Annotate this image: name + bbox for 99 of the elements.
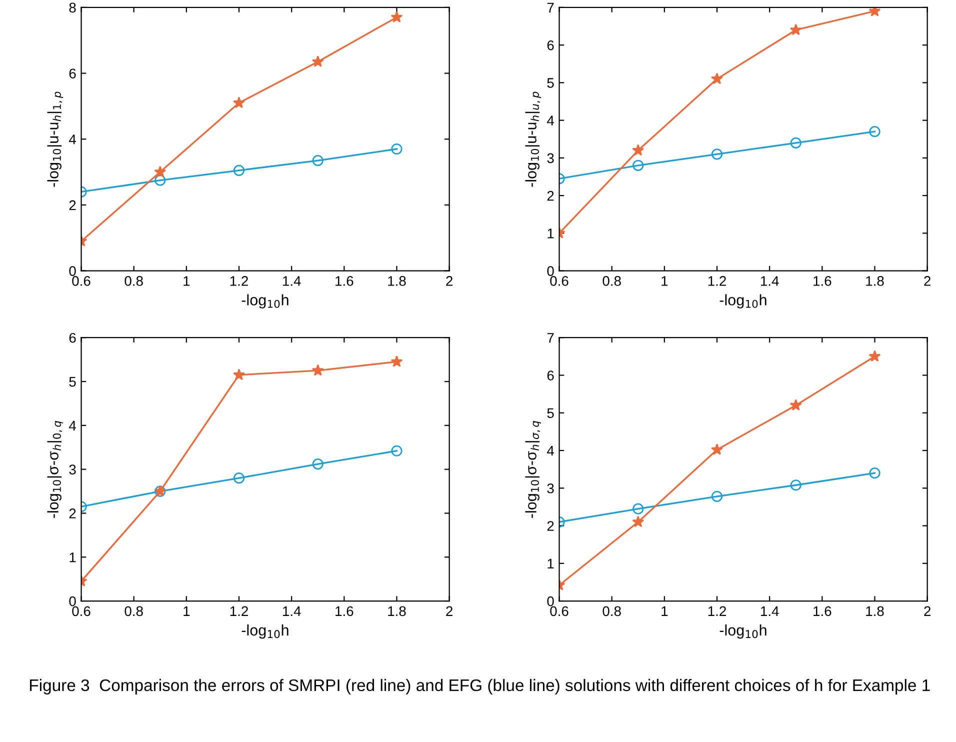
x-tick-label: 2 xyxy=(924,276,930,286)
y-tick-label: 4 xyxy=(68,134,76,144)
y-tick-label: 0 xyxy=(547,266,554,276)
y-tick-label: 5 xyxy=(547,408,554,418)
y-tick-label: 2 xyxy=(69,508,76,518)
x-axis-title: -log$_{10}$h xyxy=(720,624,766,639)
x-tick-label: 0.8 xyxy=(602,276,621,286)
point xyxy=(312,56,324,67)
x-tick-label: 1.2 xyxy=(708,606,726,616)
y-tick-label: 6 xyxy=(547,40,554,50)
y-tick-label: 5 xyxy=(547,78,554,88)
x-tick-label: 1.6 xyxy=(336,276,354,286)
point xyxy=(233,472,245,484)
x-tick-label: 1 xyxy=(184,276,190,286)
y-tick-label: 1 xyxy=(548,228,554,238)
y-tick-label: 4 xyxy=(68,420,76,430)
x-tick-label: 1 xyxy=(662,606,668,616)
y-tick-label: 4 xyxy=(546,446,554,456)
x-axis-title: -log$_{10}$h xyxy=(242,294,288,308)
x-tick-label: 0.6 xyxy=(72,276,90,286)
point xyxy=(790,399,802,411)
point xyxy=(390,11,403,22)
point xyxy=(869,468,880,479)
x-tick-label: 1 xyxy=(184,606,190,616)
x-tick-label: 0.6 xyxy=(550,276,568,286)
x-tick-label: 1.2 xyxy=(708,276,726,286)
x-tick-label: 1.6 xyxy=(814,276,832,286)
y-axis-title: -log$_{10}$|u-u$_{h}$|$_{u,p}$ xyxy=(525,92,542,187)
point xyxy=(390,356,403,367)
point xyxy=(233,164,245,176)
point xyxy=(711,72,723,84)
y-tick-label: 6 xyxy=(69,332,76,343)
point xyxy=(391,143,402,155)
y-tick-label: 2 xyxy=(547,190,554,201)
y-tick-label: 3 xyxy=(547,153,554,164)
x-tick-label: 1.8 xyxy=(866,276,884,286)
y-tick-label: 5 xyxy=(69,376,76,387)
x-tick-label: 0.8 xyxy=(602,606,621,616)
point xyxy=(632,503,644,514)
point xyxy=(868,350,881,362)
x-tick-label: 2 xyxy=(446,606,452,616)
x-tick-label: 1.4 xyxy=(760,606,779,616)
x-tick-label: 1.6 xyxy=(814,606,832,616)
point xyxy=(154,174,166,186)
x-axis-title: -log$_{10}$h xyxy=(242,624,288,639)
x-tick-label: 2 xyxy=(446,276,452,286)
point xyxy=(790,24,802,36)
x-tick-label: 1.8 xyxy=(388,276,406,286)
point xyxy=(790,480,802,491)
y-axis-title: -log$_{10}$|u-u$_{h}$|$_{1,p}$ xyxy=(47,92,64,187)
y-tick-label: 7 xyxy=(547,2,554,12)
y-tick-label: 1 xyxy=(70,552,76,562)
point xyxy=(312,364,324,376)
point xyxy=(790,137,802,148)
y-axis-title: -log$_{10}$|σ-σ$_{h}$|$_{σ,q}$ xyxy=(525,420,542,518)
x-tick-label: 0.6 xyxy=(550,606,568,616)
point xyxy=(391,445,402,456)
x-tick-label: 1.2 xyxy=(230,276,248,286)
point xyxy=(632,160,644,172)
y-axis-title: -log$_{10}$|σ-σ$_{h}$|$_{0,q}$ xyxy=(47,420,64,518)
point xyxy=(233,96,245,108)
y-tick-label: 4 xyxy=(546,116,554,126)
point xyxy=(233,368,245,380)
x-tick-label: 1.4 xyxy=(282,606,301,616)
y-tick-label: 0 xyxy=(69,266,76,276)
point xyxy=(868,7,881,16)
x-axis-title: -log$_{10}$h xyxy=(720,294,766,308)
x-tick-label: 1.8 xyxy=(866,606,884,616)
y-tick-label: 1 xyxy=(548,558,554,568)
x-tick-label: 1.4 xyxy=(282,276,301,286)
x-tick-label: 0.6 xyxy=(72,606,90,616)
y-tick-label: 3 xyxy=(69,464,76,474)
point xyxy=(312,458,324,470)
point xyxy=(711,148,723,160)
y-tick-label: 2 xyxy=(547,521,554,531)
x-tick-label: 1 xyxy=(662,276,668,286)
point xyxy=(312,154,324,166)
x-tick-label: 0.8 xyxy=(124,606,143,616)
y-tick-label: 8 xyxy=(69,2,76,13)
y-tick-label: 7 xyxy=(547,333,554,343)
y-tick-label: 3 xyxy=(547,483,554,494)
point xyxy=(711,443,723,455)
point xyxy=(869,126,880,138)
y-tick-label: 6 xyxy=(69,68,76,78)
point xyxy=(632,516,644,528)
point xyxy=(154,166,166,178)
y-tick-label: 6 xyxy=(547,370,554,380)
point xyxy=(632,144,644,156)
point xyxy=(711,490,723,502)
y-tick-label: 0 xyxy=(69,596,76,606)
x-tick-label: 0.8 xyxy=(124,276,143,286)
y-tick-label: 0 xyxy=(547,596,554,606)
x-tick-label: 2 xyxy=(924,606,930,616)
x-tick-label: 1.4 xyxy=(760,276,779,286)
y-tick-label: 2 xyxy=(69,200,76,210)
x-tick-label: 1.8 xyxy=(388,606,406,616)
caption: Figure 3 Comparison the errors of SMRPI (red line) and EFG (blue line) solutions with different choices of h for Example 1 xyxy=(30,678,930,694)
x-tick-label: 1.6 xyxy=(336,606,354,616)
x-tick-label: 1.2 xyxy=(230,606,248,616)
